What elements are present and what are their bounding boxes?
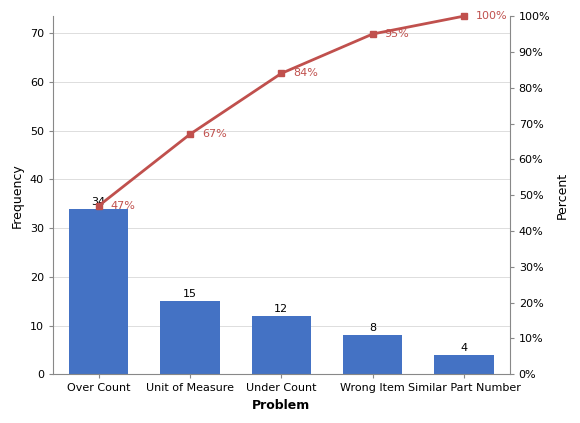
Bar (434, 355, 494, 374)
Bar (160, 301, 220, 374)
Text: 8: 8 (369, 323, 376, 333)
Bar (343, 335, 403, 374)
Text: 15: 15 (183, 289, 197, 299)
X-axis label: Problem: Problem (252, 399, 310, 412)
Text: 12: 12 (274, 304, 288, 314)
Text: 100%: 100% (476, 11, 508, 21)
Bar (252, 316, 311, 374)
Y-axis label: Percent: Percent (556, 172, 569, 219)
Text: 84%: 84% (293, 69, 318, 78)
Text: 95%: 95% (385, 29, 409, 39)
Text: 47%: 47% (110, 201, 135, 211)
Y-axis label: Frequency: Frequency (11, 163, 24, 228)
Text: 67%: 67% (202, 129, 227, 139)
Text: 4: 4 (461, 343, 467, 353)
Text: 34: 34 (92, 197, 106, 207)
Bar (69, 209, 128, 374)
